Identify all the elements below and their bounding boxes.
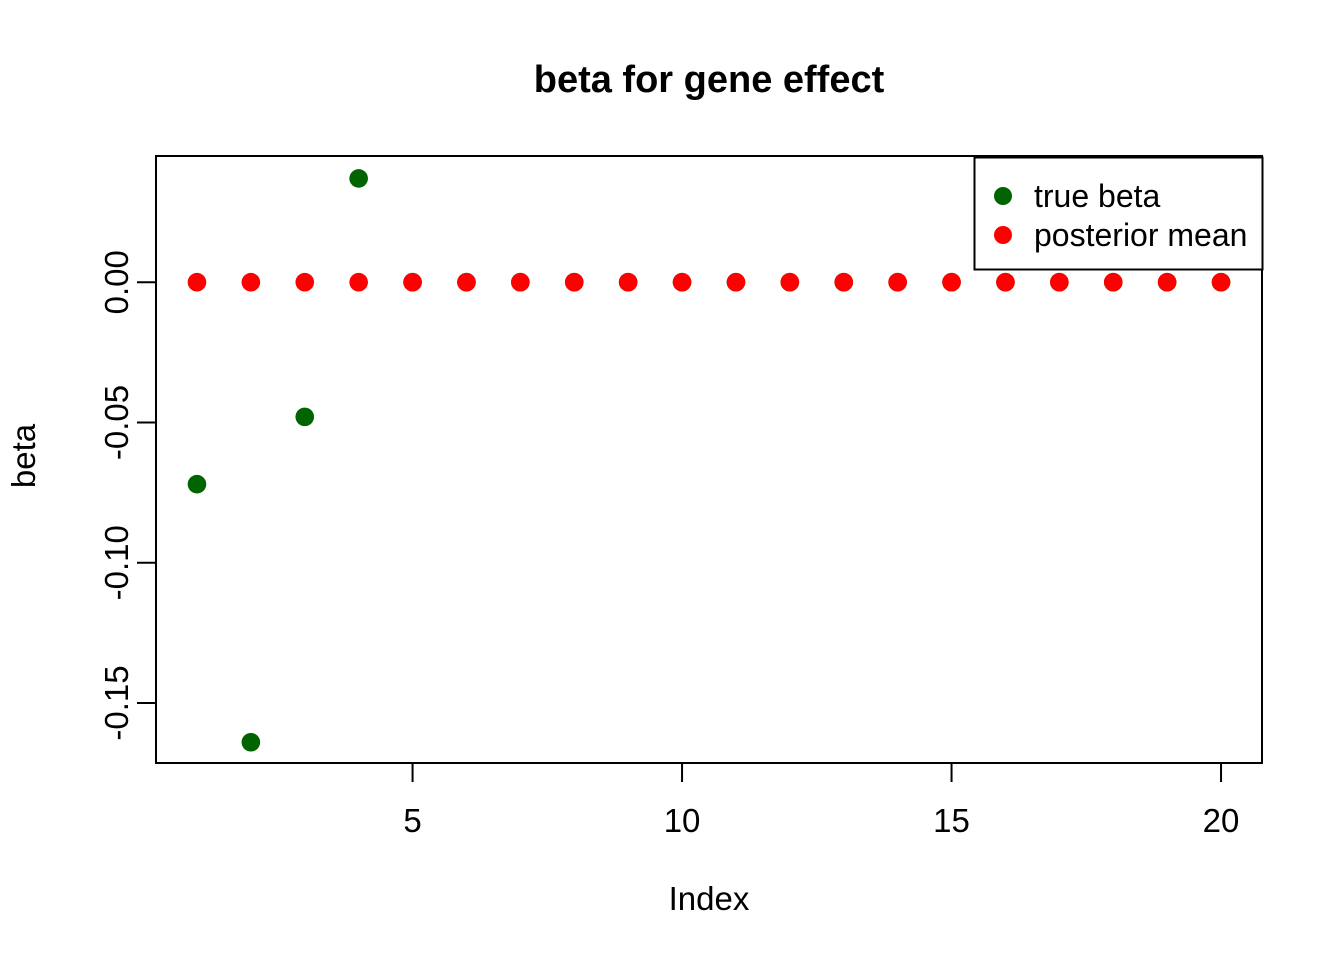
- data-point-posterior-mean: [1050, 272, 1069, 292]
- y-axis: 0.00 -0.05 -0.10 -0.15: [98, 250, 156, 741]
- x-axis: 5 10 15 20: [403, 763, 1239, 839]
- data-point-posterior-mean: [511, 272, 530, 292]
- data-point-posterior-mean: [295, 272, 315, 292]
- y-tick-label: -0.10: [98, 525, 135, 600]
- plot-border: [155, 155, 1263, 764]
- data-point-posterior-mean: [457, 272, 476, 292]
- data-point-posterior-mean: [1103, 272, 1123, 292]
- legend-label-posterior-mean: posterior mean: [1034, 217, 1247, 253]
- data-point-true-beta: [295, 407, 315, 427]
- legend-label-true-beta: true beta: [1034, 178, 1161, 214]
- data-points: [187, 169, 1231, 752]
- data-point-posterior-mean: [834, 272, 854, 292]
- x-tick-label: 20: [1203, 802, 1240, 839]
- data-point-posterior-mean: [1211, 272, 1231, 292]
- x-tick-label: 15: [933, 802, 970, 839]
- legend-marker-posterior-mean: [994, 226, 1012, 244]
- x-axis-title: Index: [669, 880, 750, 917]
- data-point-true-beta: [349, 169, 368, 188]
- data-point-posterior-mean: [942, 272, 961, 292]
- legend-marker-true-beta: [994, 187, 1012, 205]
- x-tick-label: 10: [664, 802, 701, 839]
- data-point-posterior-mean: [672, 272, 692, 292]
- legend: true beta posterior mean: [973, 156, 1264, 271]
- x-tick-label: 5: [403, 802, 421, 839]
- y-tick-label: 0.00: [98, 250, 135, 314]
- data-point-posterior-mean: [241, 272, 261, 292]
- y-tick-label: -0.15: [98, 665, 135, 740]
- data-point-posterior-mean: [187, 272, 207, 292]
- data-point-posterior-mean: [726, 272, 746, 292]
- data-point-posterior-mean: [618, 272, 638, 292]
- data-point-posterior-mean: [888, 272, 907, 292]
- data-point-posterior-mean: [403, 272, 422, 292]
- y-axis-title: beta: [5, 423, 42, 488]
- data-point-true-beta: [187, 474, 207, 494]
- data-point-posterior-mean: [996, 272, 1015, 292]
- data-point-posterior-mean: [564, 272, 584, 292]
- data-point-posterior-mean: [1157, 272, 1177, 292]
- data-point-true-beta: [241, 732, 261, 752]
- chart-title: beta for gene effect: [534, 59, 885, 101]
- y-tick-label: -0.05: [98, 385, 135, 460]
- data-point-posterior-mean: [349, 272, 368, 292]
- legend-box: [973, 156, 1264, 271]
- data-point-posterior-mean: [780, 272, 800, 292]
